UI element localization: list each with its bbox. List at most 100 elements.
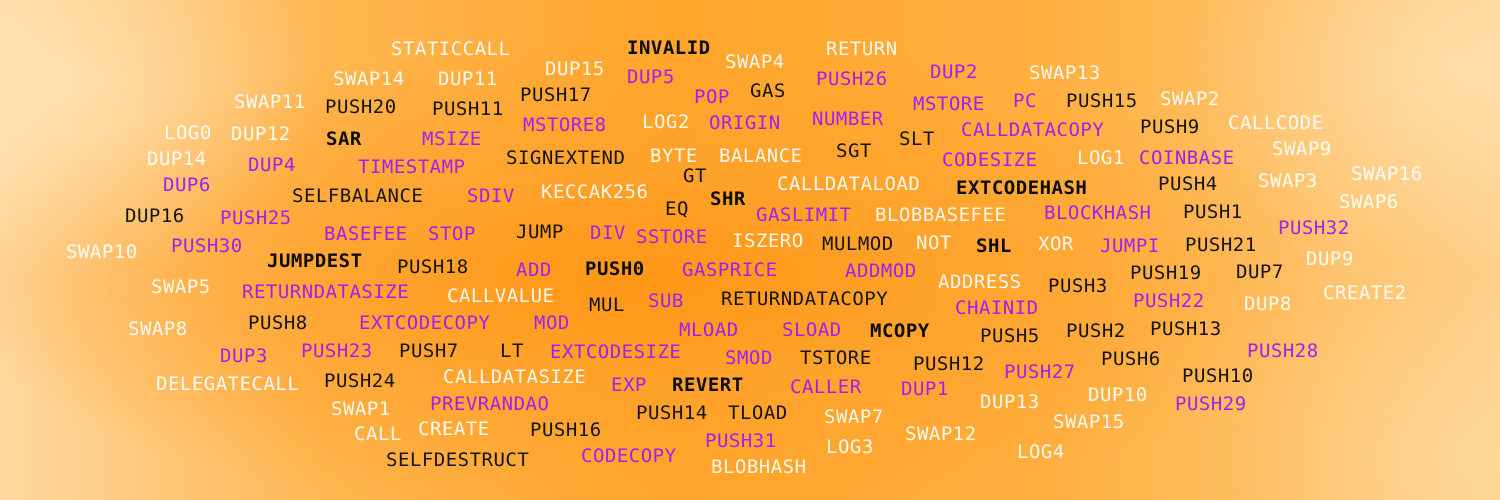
opcode-callvalue: CALLVALUE <box>447 285 555 307</box>
opcode-sar: SAR <box>326 128 362 150</box>
opcode-gasprice: GASPRICE <box>682 259 778 281</box>
opcode-sgt: SGT <box>836 140 872 162</box>
opcode-call: CALL <box>354 423 402 445</box>
opcode-push6: PUSH6 <box>1101 348 1161 370</box>
opcode-eq: EQ <box>665 198 689 220</box>
opcode-mul: MUL <box>589 294 625 316</box>
opcode-gaslimit: GASLIMIT <box>756 204 852 226</box>
opcode-addmod: ADDMOD <box>845 260 917 282</box>
opcode-dup16: DUP16 <box>125 205 185 227</box>
opcode-push29: PUSH29 <box>1175 393 1247 415</box>
opcode-push26: PUSH26 <box>816 68 888 90</box>
opcode-iszero: ISZERO <box>732 230 804 252</box>
opcode-byte: BYTE <box>650 145 698 167</box>
opcode-push22: PUSH22 <box>1133 290 1205 312</box>
opcode-push18: PUSH18 <box>397 256 469 278</box>
opcode-push10: PUSH10 <box>1182 365 1254 387</box>
opcode-push9: PUSH9 <box>1140 116 1200 138</box>
opcode-mulmod: MULMOD <box>822 233 894 255</box>
opcode-push17: PUSH17 <box>520 84 592 106</box>
opcode-log4: LOG4 <box>1017 441 1065 463</box>
opcode-prevrandao: PREVRANDAO <box>430 393 550 415</box>
opcode-returndatasize: RETURNDATASIZE <box>242 281 410 303</box>
opcode-push28: PUSH28 <box>1247 340 1319 362</box>
opcode-blobhash: BLOBHASH <box>711 456 807 478</box>
opcode-push19: PUSH19 <box>1130 262 1202 284</box>
opcode-push8: PUSH8 <box>248 312 308 334</box>
opcode-xor: XOR <box>1038 233 1074 255</box>
opcode-signextend: SIGNEXTEND <box>506 147 626 169</box>
opcode-push24: PUSH24 <box>324 370 396 392</box>
opcode-codecopy: CODECOPY <box>581 445 677 467</box>
opcode-log0: LOG0 <box>164 122 212 144</box>
opcode-swap16: SWAP16 <box>1351 163 1423 185</box>
opcode-dup2: DUP2 <box>930 61 978 83</box>
opcode-calldataload: CALLDATALOAD <box>777 173 921 195</box>
opcode-dup15: DUP15 <box>545 58 605 80</box>
opcode-mstore8: MSTORE8 <box>523 114 607 136</box>
opcode-stop: STOP <box>428 223 476 245</box>
opcode-keccak256: KECCAK256 <box>541 181 649 203</box>
opcode-swap1: SWAP1 <box>331 398 391 420</box>
opcode-shr: SHR <box>710 188 746 210</box>
opcode-push20: PUSH20 <box>325 96 397 118</box>
opcode-push11: PUSH11 <box>432 98 504 120</box>
opcode-dup9: DUP9 <box>1306 248 1354 270</box>
opcode-returndatacopy: RETURNDATACOPY <box>721 288 889 310</box>
opcode-jumpdest: JUMPDEST <box>267 250 363 272</box>
opcode-origin: ORIGIN <box>709 112 781 134</box>
opcode-dup13: DUP13 <box>980 391 1040 413</box>
opcode-coinbase: COINBASE <box>1139 147 1235 169</box>
opcode-gt: GT <box>683 165 707 187</box>
opcode-swap7: SWAP7 <box>824 406 884 428</box>
opcode-swap2: SWAP2 <box>1160 88 1220 110</box>
opcode-log3: LOG3 <box>826 436 874 458</box>
opcode-push2: PUSH2 <box>1066 320 1126 342</box>
opcode-swap12: SWAP12 <box>905 423 977 445</box>
opcode-return: RETURN <box>826 38 898 60</box>
opcode-dup4: DUP4 <box>248 154 296 176</box>
opcode-codesize: CODESIZE <box>942 149 1038 171</box>
opcode-swap13: SWAP13 <box>1029 62 1101 84</box>
opcode-msize: MSIZE <box>422 128 482 150</box>
opcode-extcodecopy: EXTCODECOPY <box>359 312 491 334</box>
opcode-revert: REVERT <box>672 374 744 396</box>
opcode-dup10: DUP10 <box>1088 384 1148 406</box>
opcode-push32: PUSH32 <box>1278 217 1350 239</box>
opcode-extcodehash: EXTCODEHASH <box>956 177 1088 199</box>
opcode-caller: CALLER <box>790 376 862 398</box>
opcode-balance: BALANCE <box>719 145 803 167</box>
opcode-push3: PUSH3 <box>1048 275 1108 297</box>
opcode-mload: MLOAD <box>679 319 739 341</box>
opcode-dup8: DUP8 <box>1244 293 1292 315</box>
opcode-pop: POP <box>694 86 730 108</box>
opcode-swap14: SWAP14 <box>333 68 405 90</box>
opcode-push14: PUSH14 <box>636 402 708 424</box>
opcode-chainid: CHAINID <box>955 297 1039 319</box>
opcode-push13: PUSH13 <box>1150 318 1222 340</box>
opcode-dup3: DUP3 <box>220 345 268 367</box>
opcode-blobbasefee: BLOBBASEFEE <box>875 204 1007 226</box>
opcode-number: NUMBER <box>812 108 884 130</box>
opcode-calldatasize: CALLDATASIZE <box>443 366 587 388</box>
opcode-address: ADDRESS <box>938 271 1022 293</box>
opcode-create: CREATE <box>418 418 490 440</box>
opcode-blockhash: BLOCKHASH <box>1044 202 1152 224</box>
opcode-timestamp: TIMESTAMP <box>358 156 466 178</box>
opcode-swap9: SWAP9 <box>1272 138 1332 160</box>
opcode-extcodesize: EXTCODESIZE <box>550 341 682 363</box>
opcode-mod: MOD <box>534 312 570 334</box>
opcode-div: DIV <box>590 222 626 244</box>
opcode-push15: PUSH15 <box>1066 90 1138 112</box>
opcode-pc: PC <box>1013 90 1037 112</box>
opcode-dup12: DUP12 <box>231 123 291 145</box>
opcode-push21: PUSH21 <box>1185 234 1257 256</box>
opcode-callcode: CALLCODE <box>1228 112 1324 134</box>
opcode-swap10: SWAP10 <box>66 241 138 263</box>
opcode-basefee: BASEFEE <box>324 223 408 245</box>
opcode-sdiv: SDIV <box>467 185 515 207</box>
opcode-lt: LT <box>500 340 524 362</box>
opcode-mstore: MSTORE <box>913 93 985 115</box>
opcode-dup14: DUP14 <box>147 148 207 170</box>
